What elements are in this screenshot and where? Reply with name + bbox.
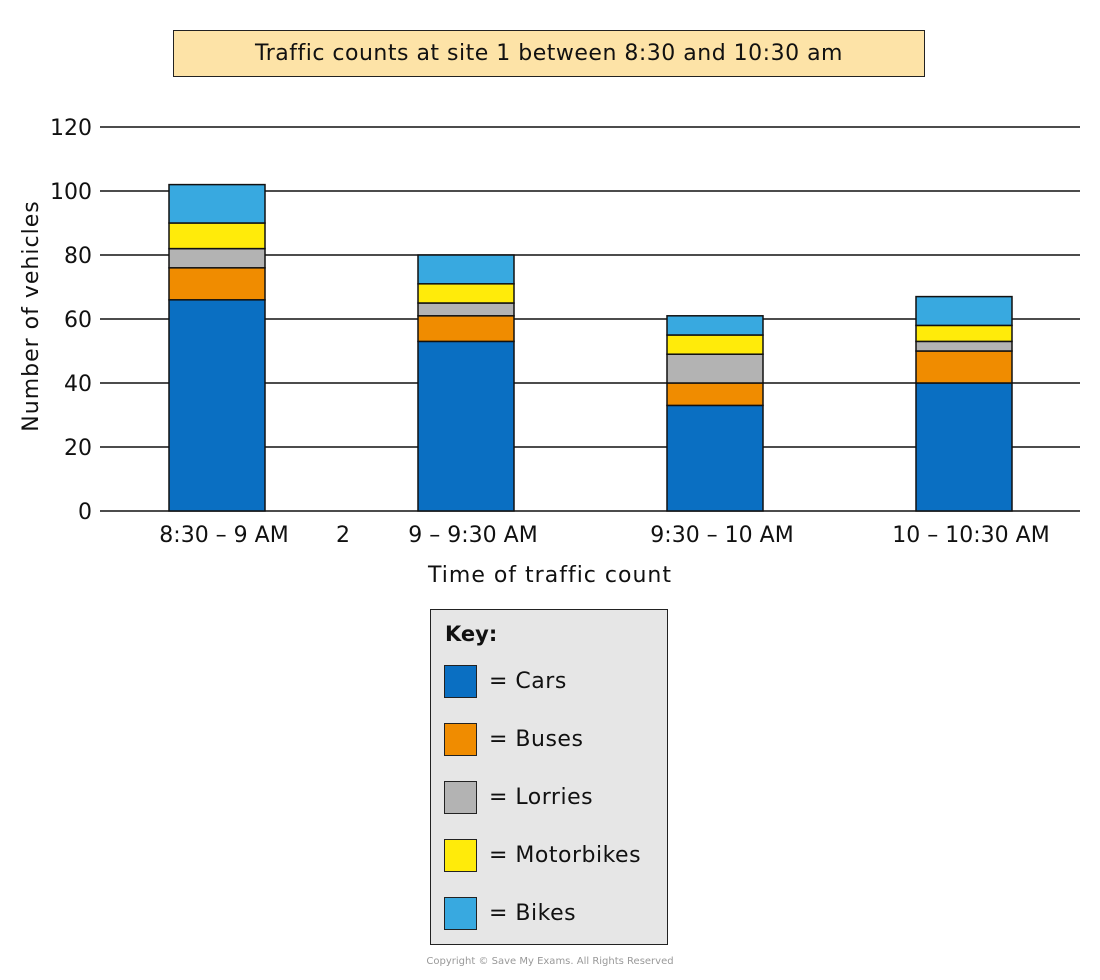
x-tick-label-3: 9:30 – 10 AM bbox=[650, 523, 793, 548]
legend-label-cars: = Cars bbox=[489, 668, 567, 694]
legend-swatch-bikes bbox=[444, 896, 477, 930]
bar-bikes-3 bbox=[666, 315, 764, 336]
bar-motorbikes-4 bbox=[915, 324, 1013, 343]
bar-buses-1 bbox=[168, 267, 266, 301]
y-tick-label-20: 20 bbox=[64, 436, 92, 461]
bar-cars-2 bbox=[417, 340, 515, 512]
y-tick-label-80: 80 bbox=[64, 244, 92, 269]
bar-lorries-4 bbox=[915, 340, 1013, 352]
bar-motorbikes-1 bbox=[168, 222, 266, 250]
legend-item-buses: = Buses bbox=[444, 722, 583, 756]
bar-buses-3 bbox=[666, 382, 764, 407]
chart-title-box: Traffic counts at site 1 between 8:30 an… bbox=[173, 30, 925, 77]
legend-label-bikes: = Bikes bbox=[489, 900, 577, 926]
legend-label-lorries: = Lorries bbox=[489, 784, 594, 810]
legend-item-motorbikes: = Motorbikes bbox=[444, 838, 641, 872]
x-tick-label-2: 9 – 9:30 AM bbox=[408, 523, 537, 548]
y-tick-label-40: 40 bbox=[64, 372, 92, 397]
bar-cars-3 bbox=[666, 404, 764, 512]
bar-bikes-2 bbox=[417, 254, 515, 285]
legend-item-lorries: = Lorries bbox=[444, 780, 593, 814]
y-tick-label-100: 100 bbox=[50, 180, 92, 205]
bar-buses-4 bbox=[915, 350, 1013, 384]
bar-buses-2 bbox=[417, 315, 515, 343]
y-tick-label-120: 120 bbox=[50, 116, 92, 141]
stray-axis-label: 2 bbox=[336, 523, 350, 548]
bar-lorries-3 bbox=[666, 353, 764, 384]
bar-motorbikes-2 bbox=[417, 283, 515, 304]
bar-motorbikes-3 bbox=[666, 334, 764, 355]
y-tick-label-60: 60 bbox=[64, 308, 92, 333]
legend-item-bikes: = Bikes bbox=[444, 896, 576, 930]
bar-lorries-2 bbox=[417, 302, 515, 317]
bar-bikes-4 bbox=[915, 295, 1013, 327]
x-tick-label-4: 10 – 10:30 AM bbox=[892, 523, 1049, 548]
x-axis-title: Time of traffic count bbox=[427, 563, 672, 588]
legend-swatch-lorries bbox=[444, 780, 477, 814]
x-tick-label-1: 8:30 – 9 AM bbox=[159, 523, 288, 548]
legend-swatch-cars bbox=[444, 664, 477, 698]
legend-label-motorbikes: = Motorbikes bbox=[489, 842, 642, 868]
legend: Key: = Cars = Buses = Lorries = Motorbik… bbox=[430, 609, 668, 945]
y-axis-title: Number of vehicles bbox=[19, 200, 44, 431]
legend-label-buses: = Buses bbox=[489, 726, 584, 752]
stacked-bar-chart: 0 20 40 60 80 100 120 8:30 – 9 AM 9 – 9:30 AM 9:3… bbox=[19, 116, 1080, 588]
copyright-notice: Copyright © Save My Exams. All Rights Re… bbox=[426, 956, 674, 967]
legend-swatch-buses bbox=[444, 722, 477, 756]
legend-title: Key: bbox=[445, 622, 498, 646]
legend-swatch-motorbikes bbox=[444, 838, 477, 872]
bar-bikes-1 bbox=[168, 183, 266, 224]
bar-lorries-1 bbox=[168, 247, 266, 269]
bar-cars-4 bbox=[915, 382, 1013, 512]
bar-cars-1 bbox=[168, 299, 266, 512]
chart-title: Traffic counts at site 1 between 8:30 an… bbox=[255, 41, 843, 66]
y-tick-label-0: 0 bbox=[78, 500, 92, 525]
legend-item-cars: = Cars bbox=[444, 664, 567, 698]
